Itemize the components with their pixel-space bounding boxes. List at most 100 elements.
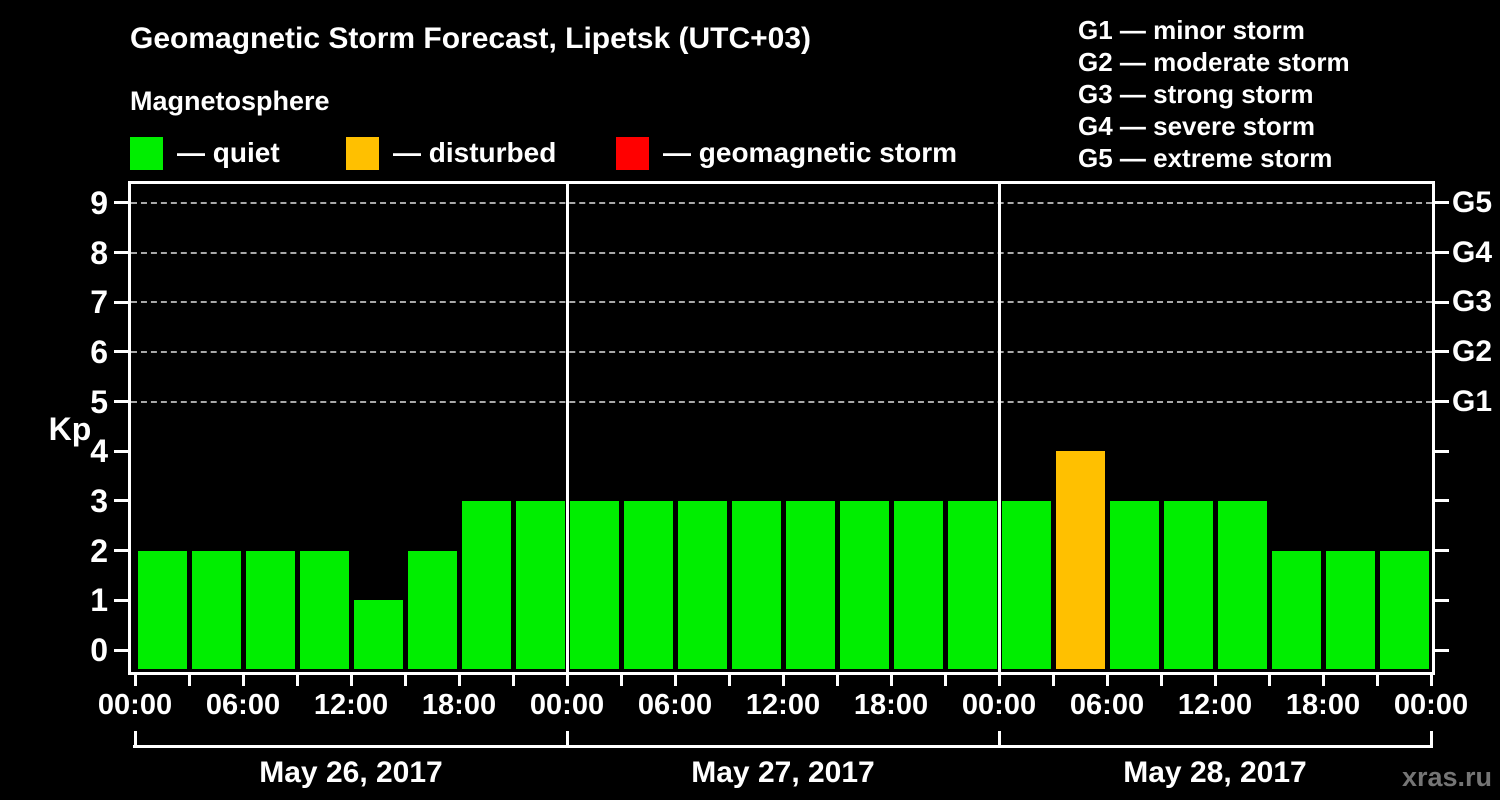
x-axis-tick bbox=[1429, 672, 1433, 686]
kp-bar bbox=[1055, 451, 1105, 669]
legend-item-quiet: — quiet bbox=[130, 136, 280, 170]
x-axis-tick bbox=[619, 672, 623, 686]
kp-bar bbox=[137, 550, 187, 669]
g-scale-legend-g1: G1 — minor storm bbox=[1078, 15, 1305, 45]
x-axis-tick bbox=[727, 672, 731, 686]
kp-bar bbox=[677, 500, 727, 669]
y-axis-tick-left bbox=[114, 449, 131, 453]
day-divider bbox=[565, 184, 569, 672]
y-axis-tick-left bbox=[114, 549, 131, 553]
storm-color-swatch bbox=[616, 136, 649, 170]
gridline-kp9 bbox=[131, 201, 1432, 204]
kp-bar bbox=[1109, 500, 1159, 669]
kp-bar bbox=[353, 600, 403, 669]
x-axis-tick-label: 00:00 bbox=[1393, 689, 1469, 721]
y-axis-tick-left bbox=[114, 201, 131, 205]
x-axis-tick-label: 18:00 bbox=[853, 689, 929, 721]
kp-bar bbox=[947, 500, 997, 669]
g-scale-legend: G1 — minor storm G2 — moderate storm G3 … bbox=[1078, 14, 1350, 174]
chart-title: Geomagnetic Storm Forecast, Lipetsk (UTC… bbox=[130, 22, 812, 55]
date-label: May 26, 2017 bbox=[259, 756, 443, 789]
g-axis-label-g5: G5 bbox=[1452, 185, 1493, 219]
x-axis-tick bbox=[781, 672, 785, 686]
disturbed-color-swatch bbox=[346, 136, 379, 170]
x-axis-tick bbox=[403, 672, 407, 686]
y-axis-tick-label: 2 bbox=[90, 532, 108, 569]
date-label: May 27, 2017 bbox=[691, 756, 875, 789]
x-axis-tick-label: 06:00 bbox=[1069, 689, 1145, 721]
date-bracket-tick bbox=[133, 731, 137, 748]
x-axis-tick-label: 00:00 bbox=[97, 689, 173, 721]
kp-bar bbox=[1379, 550, 1429, 669]
gridline-kp8 bbox=[131, 251, 1432, 254]
y-axis-tick-right bbox=[1432, 499, 1449, 503]
x-axis-tick bbox=[511, 672, 515, 686]
y-axis-tick-label: 8 bbox=[90, 234, 108, 271]
y-axis-tick-label: 1 bbox=[90, 582, 108, 619]
y-axis-tick-left bbox=[114, 598, 131, 602]
x-axis-tick-label: 12:00 bbox=[1177, 689, 1253, 721]
kp-bar bbox=[1271, 550, 1321, 669]
kp-bar bbox=[1001, 500, 1051, 669]
kp-bar bbox=[1325, 550, 1375, 669]
x-axis-tick-label: 18:00 bbox=[1285, 689, 1361, 721]
x-axis-tick bbox=[349, 672, 353, 686]
date-bracket-tick bbox=[1429, 731, 1433, 748]
kp-bar bbox=[299, 550, 349, 669]
x-axis-tick-label: 06:00 bbox=[637, 689, 713, 721]
x-axis-tick bbox=[565, 672, 569, 686]
kp-bar bbox=[569, 500, 619, 669]
x-axis-tick bbox=[1321, 672, 1325, 686]
gridline-kp6 bbox=[131, 350, 1432, 353]
x-axis-tick bbox=[997, 672, 1001, 686]
date-bracket-line bbox=[133, 745, 1433, 748]
x-axis-tick bbox=[943, 672, 947, 686]
g-scale-legend-g3: G3 — strong storm bbox=[1078, 79, 1314, 109]
kp-bar bbox=[785, 500, 835, 669]
y-axis-tick-left bbox=[114, 499, 131, 503]
x-axis-tick-label: 18:00 bbox=[421, 689, 497, 721]
x-axis-tick-label: 06:00 bbox=[205, 689, 281, 721]
x-axis-tick bbox=[295, 672, 299, 686]
g-axis-label-g1: G1 bbox=[1452, 384, 1493, 418]
g-axis-label-g2: G2 bbox=[1452, 334, 1493, 368]
x-axis-tick-label: 12:00 bbox=[745, 689, 821, 721]
g-axis-label-g3: G3 bbox=[1452, 285, 1493, 319]
legend-label-disturbed: — disturbed bbox=[393, 137, 557, 168]
y-axis-tick-label: 0 bbox=[90, 632, 108, 668]
x-axis-tick bbox=[457, 672, 461, 686]
y-axis-tick-left bbox=[114, 400, 131, 404]
y-axis-title: Kp bbox=[48, 411, 92, 447]
g-axis-label-g4: G4 bbox=[1452, 235, 1493, 269]
x-axis-tick bbox=[133, 672, 137, 686]
gridline-kp5 bbox=[131, 400, 1432, 403]
kp-bar bbox=[515, 500, 565, 669]
x-axis-tick-label: 12:00 bbox=[313, 689, 389, 721]
date-bracket-tick bbox=[997, 731, 1001, 748]
x-axis-tick-label: 00:00 bbox=[529, 689, 605, 721]
y-axis-tick-right bbox=[1432, 400, 1449, 404]
x-axis-tick bbox=[1105, 672, 1109, 686]
y-axis-tick-right bbox=[1432, 598, 1449, 602]
x-axis-tick bbox=[835, 672, 839, 686]
x-axis-tick bbox=[1213, 672, 1217, 686]
y-axis-tick-label: 7 bbox=[90, 284, 108, 321]
x-axis-tick bbox=[673, 672, 677, 686]
y-axis-tick-left bbox=[114, 300, 131, 304]
chart-subtitle: Magnetosphere bbox=[130, 86, 330, 116]
y-axis-tick-right bbox=[1432, 648, 1449, 652]
y-axis-tick-label: 9 bbox=[90, 184, 108, 221]
kp-bar bbox=[245, 550, 295, 669]
g-scale-legend-g2: G2 — moderate storm bbox=[1078, 47, 1350, 77]
quiet-color-swatch bbox=[130, 136, 163, 170]
kp-bar bbox=[623, 500, 673, 669]
y-axis-tick-left bbox=[114, 350, 131, 354]
y-axis-tick-right bbox=[1432, 449, 1449, 453]
y-axis-tick-right bbox=[1432, 549, 1449, 553]
legend-item-storm: — geomagnetic storm bbox=[616, 136, 957, 170]
kp-bar bbox=[839, 500, 889, 669]
x-axis-tick bbox=[1159, 672, 1163, 686]
y-axis-tick-label: 6 bbox=[90, 333, 108, 370]
x-axis-tick bbox=[889, 672, 893, 686]
